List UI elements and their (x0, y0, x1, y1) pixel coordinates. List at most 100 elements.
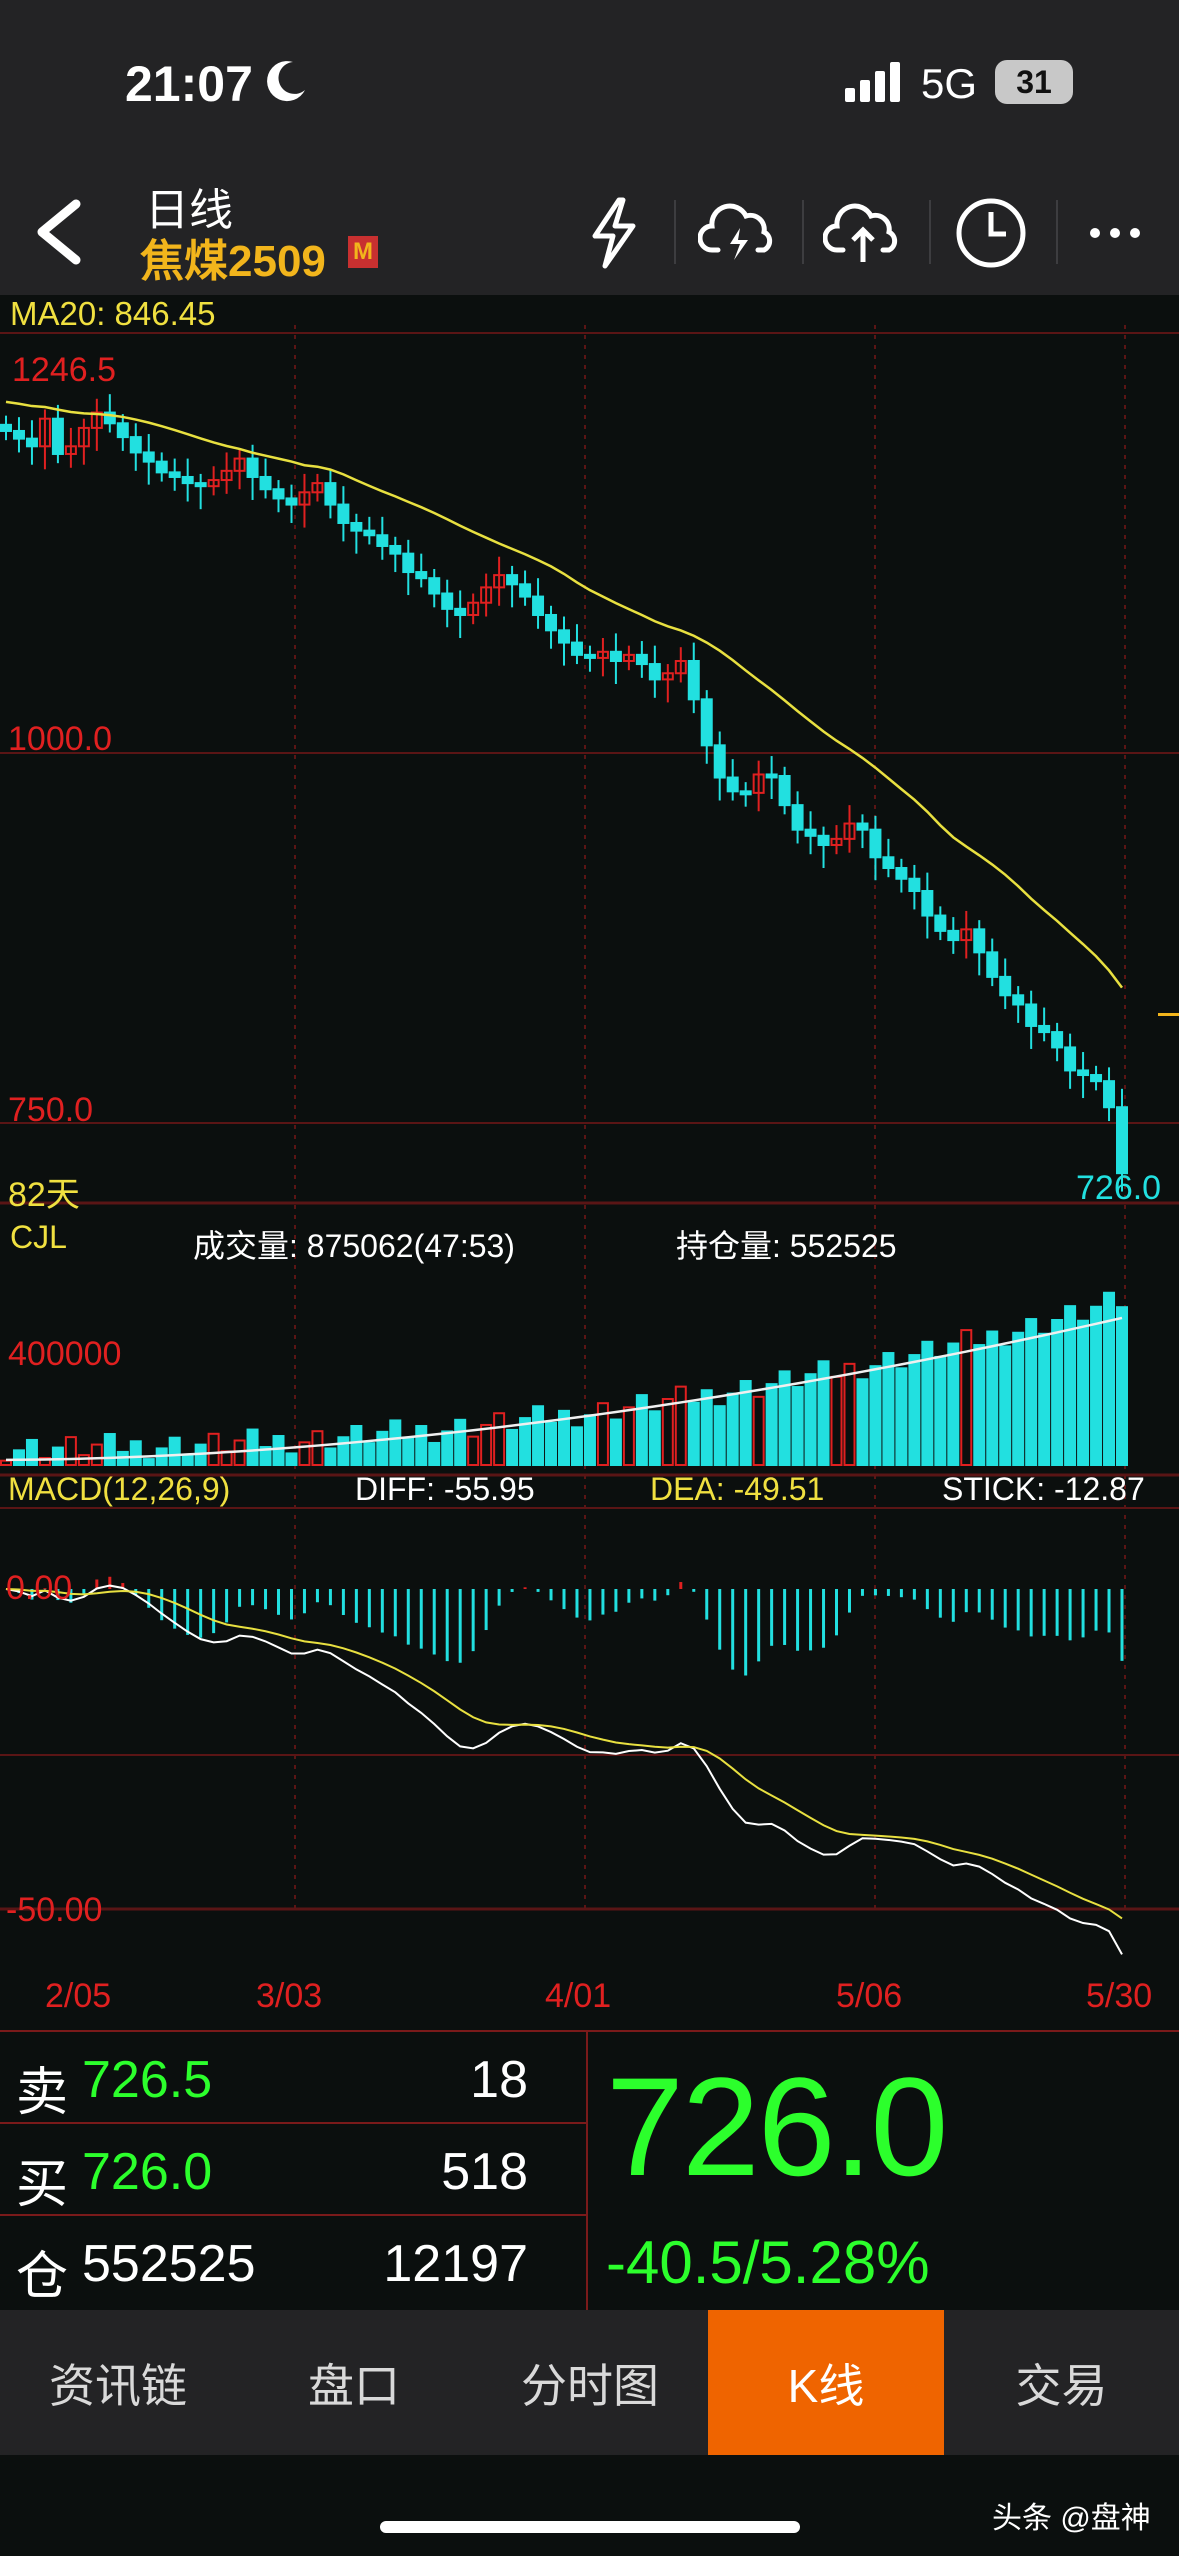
tab-intraday[interactable]: 分时图 (521, 2359, 659, 2412)
volume-bar (778, 1370, 791, 1467)
candle (337, 503, 350, 524)
volume-bar (570, 1426, 583, 1467)
oi-change: 12197 (383, 2235, 528, 2293)
ma20-label: MA20: 846.45 (10, 295, 216, 332)
candle (1116, 1106, 1128, 1175)
history-button[interactable] (936, 188, 1046, 278)
chart-grid (0, 325, 1179, 1911)
volume-bar (882, 1352, 895, 1466)
macd-histogram (17, 1576, 1124, 1676)
candle (921, 890, 934, 917)
cloud-upload-button[interactable] (808, 188, 918, 278)
volume-bar (454, 1418, 467, 1467)
candle (389, 544, 402, 555)
chart-canvas[interactable] (0, 295, 1179, 2030)
ma20-line (5, 400, 1123, 989)
flash-button[interactable] (558, 188, 668, 278)
volume-bar (272, 1435, 285, 1467)
candle (428, 577, 441, 595)
candle (895, 867, 908, 880)
volume-bar (77, 1454, 90, 1466)
candle (233, 457, 246, 472)
sell-qty: 18 (470, 2051, 528, 2109)
volume-bar (90, 1443, 103, 1467)
candle (506, 574, 519, 586)
candle (207, 479, 220, 488)
volume-bar (129, 1440, 142, 1467)
candle (25, 437, 38, 448)
volume-bar (376, 1430, 389, 1467)
volume-bar (142, 1458, 155, 1466)
candle (129, 436, 142, 454)
symbol-name[interactable]: 焦煤2509 (140, 237, 326, 286)
candle (1077, 1069, 1090, 1077)
candle (311, 482, 324, 494)
price-change: -40.5/5.28% (606, 2229, 930, 2296)
volume-bar (934, 1355, 947, 1467)
divider (1056, 200, 1058, 264)
volume-bar (415, 1425, 428, 1467)
more-button[interactable] (1060, 188, 1170, 278)
tab-news-chain[interactable]: 资讯链 (49, 2359, 187, 2412)
volume-bar (103, 1433, 116, 1467)
candle (298, 491, 311, 506)
candle (480, 586, 493, 604)
volume-bars (0, 1291, 1128, 1467)
candle (830, 837, 843, 847)
price-tick-high: 1246.5 (12, 351, 116, 389)
watermark: 头条 @盘神 (992, 2502, 1151, 2535)
candle (1012, 994, 1025, 1006)
volume-bar (285, 1452, 298, 1466)
candle (168, 471, 181, 478)
macd-zero-tick: 0.00 (6, 1569, 73, 1607)
volume-bar (25, 1438, 38, 1466)
cloud-sync-button[interactable] (683, 188, 793, 278)
back-button[interactable] (28, 192, 88, 277)
volume-bar (363, 1442, 376, 1467)
volume-bar (622, 1406, 635, 1466)
volume-bar (726, 1392, 739, 1467)
sell-row[interactable]: 卖 726.5 18 (0, 2032, 586, 2124)
candle (596, 650, 609, 659)
home-indicator[interactable] (380, 2521, 800, 2533)
volume-bar (38, 1457, 51, 1467)
volume-bar (713, 1405, 726, 1467)
candle (441, 592, 454, 610)
candle (220, 469, 233, 482)
volume-bar (1064, 1305, 1077, 1466)
volume-bar (506, 1428, 519, 1466)
volume-bar (1025, 1318, 1038, 1467)
candle (752, 773, 765, 794)
candle (415, 571, 428, 580)
candle (765, 773, 778, 779)
kline-chart[interactable]: MA20: 846.45 1246.5 1000.0 750.0 82天 726… (0, 295, 1179, 2030)
buy-row[interactable]: 买 726.0 518 (0, 2124, 586, 2216)
volume-bar (337, 1436, 350, 1467)
candle (622, 653, 635, 662)
signal-icon (845, 62, 905, 107)
tab-order-book[interactable]: 盘口 (308, 2359, 400, 2412)
macd-stick-label: STICK: -12.87 (942, 1471, 1145, 1507)
date-tick: 5/30 (1086, 1977, 1153, 2015)
candle (1103, 1080, 1116, 1109)
volume-bar (921, 1340, 934, 1467)
candle (272, 488, 285, 500)
lightning-icon (592, 197, 636, 269)
candle (519, 583, 532, 598)
volume-bar (869, 1365, 882, 1466)
volume-bar (960, 1329, 973, 1466)
divider (674, 200, 676, 264)
volume-bar (493, 1412, 506, 1467)
candle (570, 641, 583, 656)
tab-trade[interactable]: 交易 (1015, 2359, 1108, 2412)
candle-series (0, 394, 1128, 1192)
date-tick: 5/06 (836, 1977, 903, 2015)
tab-kline[interactable]: K线 (708, 2310, 944, 2455)
volume-bar (648, 1410, 661, 1466)
candle (934, 914, 947, 932)
volume-bar (480, 1423, 493, 1466)
volume-bar (246, 1428, 259, 1467)
volume-bar (1090, 1305, 1103, 1466)
volume-bar (467, 1435, 480, 1466)
bottom-nav: 资讯链 盘口 分时图 K线 交易 (0, 2310, 1179, 2455)
